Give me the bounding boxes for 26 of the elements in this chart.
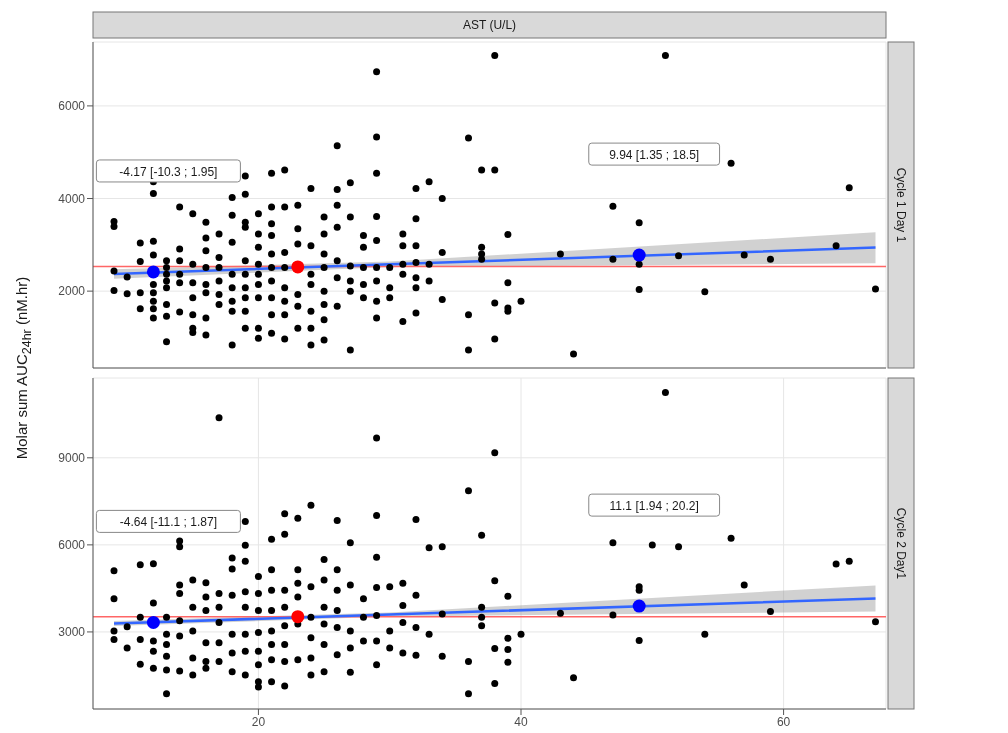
y-tick-label: 6000 (58, 99, 86, 114)
y-tick-label: 2000 (58, 284, 86, 299)
note-box: -4.17 [-10.3 ; 1.95] (95, 159, 241, 183)
x-tick-label: 20 (251, 714, 266, 729)
annotation: -4.64 [-11.1 ; 1.87] (119, 515, 217, 530)
point (146, 265, 160, 279)
y-tick-label: 4000 (58, 191, 86, 206)
y-tick-label: 3000 (58, 625, 86, 640)
x-tick-label: 60 (776, 714, 791, 729)
point (632, 599, 646, 613)
point (146, 615, 160, 629)
y2-axis-title: Cycle 1 Day 1 (894, 167, 908, 243)
annotation: 9.94 [1.35 ; 18.5] (609, 148, 700, 163)
note-box: -4.64 [-11.1 ; 1.87] (95, 509, 241, 533)
annotation: -4.17 [-10.3 ; 1.95] (119, 164, 218, 179)
note-box: 9.94 [1.35 ; 18.5] (588, 142, 721, 166)
note-box: 11.1 [1.94 ; 20.2] (588, 493, 721, 517)
y-tick-label: 9000 (58, 451, 86, 466)
point (291, 610, 305, 624)
chart-title: AST (U/L) (462, 18, 517, 32)
point (632, 248, 646, 262)
annotation: 11.1 [1.94 ; 20.2] (609, 499, 699, 514)
y-tick-label: 6000 (58, 538, 86, 553)
x-tick-label: 40 (514, 714, 528, 729)
point (291, 260, 305, 274)
y2-axis-title: Cycle 2 Day1 (894, 507, 908, 580)
